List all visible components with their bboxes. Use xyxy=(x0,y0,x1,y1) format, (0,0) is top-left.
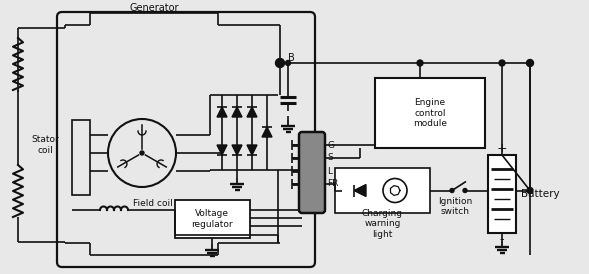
FancyBboxPatch shape xyxy=(299,132,325,213)
Polygon shape xyxy=(232,145,242,155)
Bar xyxy=(335,168,430,213)
Polygon shape xyxy=(217,107,227,117)
Text: Voltage
regulator: Voltage regulator xyxy=(191,209,233,229)
FancyBboxPatch shape xyxy=(57,12,315,267)
Polygon shape xyxy=(247,107,257,117)
Circle shape xyxy=(527,187,533,193)
Circle shape xyxy=(383,178,407,202)
Bar xyxy=(175,200,250,238)
Text: G: G xyxy=(327,141,334,150)
Polygon shape xyxy=(354,184,366,196)
Circle shape xyxy=(276,59,284,67)
Circle shape xyxy=(108,119,176,187)
Circle shape xyxy=(527,59,534,67)
Text: S: S xyxy=(327,153,333,162)
Circle shape xyxy=(450,189,454,193)
Text: L: L xyxy=(327,167,332,176)
Circle shape xyxy=(140,151,144,155)
Circle shape xyxy=(277,60,283,66)
Text: Ignition
switch: Ignition switch xyxy=(438,197,472,216)
Text: Engine
control
module: Engine control module xyxy=(413,98,447,128)
Polygon shape xyxy=(232,107,242,117)
Circle shape xyxy=(499,60,505,66)
Polygon shape xyxy=(247,145,257,155)
Text: B: B xyxy=(288,53,294,63)
Bar xyxy=(375,78,485,148)
Text: +: + xyxy=(497,142,507,156)
Text: -: - xyxy=(499,233,504,247)
Bar xyxy=(72,120,90,195)
Circle shape xyxy=(417,60,423,66)
Text: FR: FR xyxy=(327,179,338,189)
Polygon shape xyxy=(217,145,227,155)
Circle shape xyxy=(286,61,290,65)
Circle shape xyxy=(463,189,467,193)
Text: Battery: Battery xyxy=(521,189,560,199)
Text: Charging
warning
light: Charging warning light xyxy=(362,209,403,239)
Text: Field coil: Field coil xyxy=(133,198,173,207)
Text: Stator
coil: Stator coil xyxy=(31,135,59,155)
Polygon shape xyxy=(262,127,272,137)
Text: Generator: Generator xyxy=(129,3,178,13)
Bar xyxy=(488,155,516,233)
